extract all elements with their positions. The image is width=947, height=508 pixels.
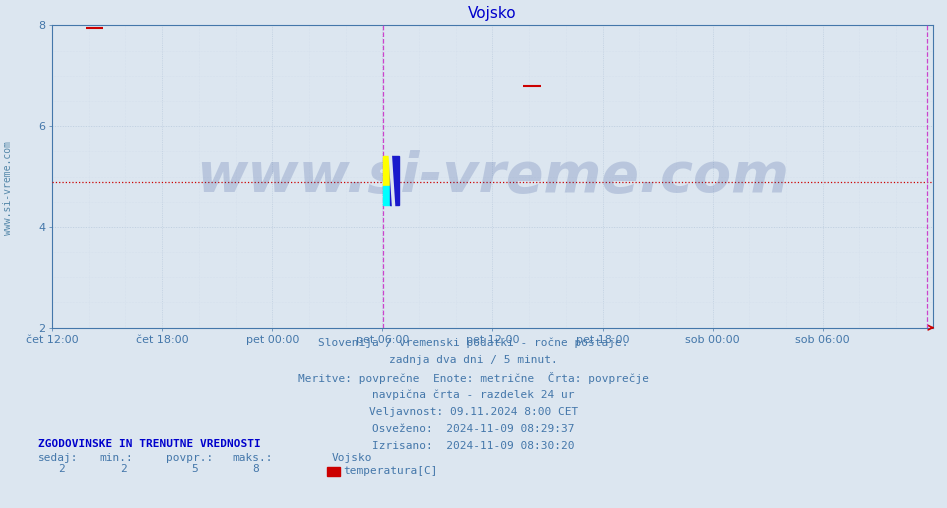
Text: temperatura[C]: temperatura[C] bbox=[343, 466, 438, 477]
Text: 5: 5 bbox=[190, 464, 198, 474]
Polygon shape bbox=[390, 156, 399, 206]
Text: Izrisano:  2024-11-09 08:30:20: Izrisano: 2024-11-09 08:30:20 bbox=[372, 441, 575, 452]
Text: min.:: min.: bbox=[99, 453, 134, 463]
Text: 2: 2 bbox=[58, 464, 65, 474]
Text: Meritve: povprečne  Enote: metrične  Črta: povprečje: Meritve: povprečne Enote: metrične Črta:… bbox=[298, 372, 649, 385]
Text: navpična črta - razdelek 24 ur: navpična črta - razdelek 24 ur bbox=[372, 390, 575, 400]
Text: povpr.:: povpr.: bbox=[166, 453, 213, 463]
Text: www.si-vreme.com: www.si-vreme.com bbox=[3, 141, 12, 235]
Text: Slovenija / vremenski podatki - ročne postaje.: Slovenija / vremenski podatki - ročne po… bbox=[318, 338, 629, 348]
Text: ZGODOVINSKE IN TRENUTNE VREDNOSTI: ZGODOVINSKE IN TRENUTNE VREDNOSTI bbox=[38, 439, 260, 449]
Text: Osveženo:  2024-11-09 08:29:37: Osveženo: 2024-11-09 08:29:37 bbox=[372, 424, 575, 434]
Text: Vojsko: Vojsko bbox=[331, 453, 372, 463]
Polygon shape bbox=[384, 186, 392, 206]
Text: Veljavnost: 09.11.2024 8:00 CET: Veljavnost: 09.11.2024 8:00 CET bbox=[369, 407, 578, 417]
Text: 8: 8 bbox=[252, 464, 259, 474]
Text: zadnja dva dni / 5 minut.: zadnja dva dni / 5 minut. bbox=[389, 355, 558, 365]
Polygon shape bbox=[384, 156, 392, 186]
Text: sedaj:: sedaj: bbox=[38, 453, 79, 463]
Title: Vojsko: Vojsko bbox=[468, 7, 517, 21]
Text: www.si-vreme.com: www.si-vreme.com bbox=[196, 149, 789, 204]
Text: 2: 2 bbox=[119, 464, 127, 474]
Text: maks.:: maks.: bbox=[232, 453, 273, 463]
